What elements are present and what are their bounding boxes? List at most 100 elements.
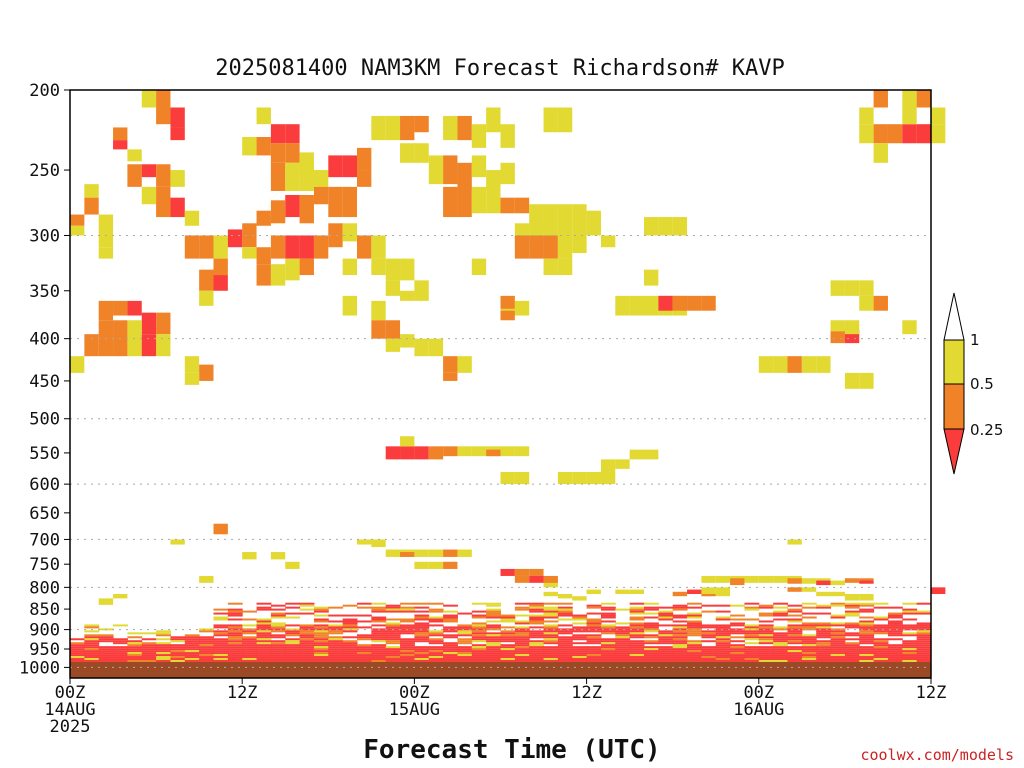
ri-cell [844,644,860,647]
ri-cell [285,658,301,660]
ri-cell [572,596,587,601]
ri-cell [371,539,386,548]
ri-cell [859,634,875,637]
ri-cell [227,624,243,627]
ri-cell [801,578,817,584]
ri-cell [830,602,846,605]
ri-cell [715,626,731,629]
ri-cell [758,640,774,643]
ri-cell [285,194,300,218]
ri-cell [629,622,645,625]
ri-cell [887,656,903,659]
ri-cell [873,656,889,659]
ri-cell [299,630,315,633]
ri-cell [543,107,558,133]
ri-cell [816,634,832,637]
ri-cell [902,626,918,629]
ri-cell [529,606,545,609]
ri-cell [84,197,99,215]
ri-cell [859,652,875,655]
ri-cell [414,602,430,605]
ri-cell [758,630,774,633]
ri-cell [701,632,717,635]
ri-cell [887,652,903,655]
ri-cell [371,610,387,613]
ri-cell [773,602,788,605]
ri-cell [457,650,473,653]
ri-cell [600,642,616,645]
ri-cell [199,364,214,381]
ri-cell [371,644,387,647]
ri-cell [299,612,315,615]
ri-cell [113,652,128,655]
ri-cell [113,594,128,599]
ri-cell [486,107,501,133]
plot-frame [69,89,932,679]
ri-cell [644,630,659,633]
ri-cell [701,650,717,653]
ri-cell [357,648,372,651]
ri-cell [400,334,415,348]
ri-cell [213,618,229,621]
ri-cell [471,658,487,660]
ri-cell [156,164,171,187]
ri-cell [443,626,458,629]
ri-cell [184,658,200,660]
ri-cell [184,646,200,649]
ri-cell [400,632,415,635]
ri-cell [328,606,344,609]
ri-cell [170,644,186,647]
ri-cell [428,155,444,185]
ri-cell [629,606,645,609]
ri-cell [299,602,315,605]
ri-cell [486,634,501,637]
ri-cell [730,628,745,631]
ri-cell [586,659,602,662]
ri-cell [830,644,846,647]
ri-cell [70,652,85,655]
ri-cell [486,628,501,631]
ri-cell [443,630,458,633]
ri-cell [758,648,774,651]
ri-cell [773,356,788,373]
ri-cell [873,295,888,311]
ri-cell [457,630,473,633]
ri-cell [414,618,430,621]
ri-cell [285,638,301,641]
ri-cell [285,654,301,657]
ri-cell [256,247,271,265]
ri-cell [816,658,832,660]
ri-cell [529,575,544,583]
legend-label: 1 [970,331,980,349]
ri-cell [270,658,286,660]
ri-cell [156,186,171,218]
ri-cell [385,634,401,637]
ri-cell [357,539,372,545]
ri-cell [629,624,645,627]
ri-cell [701,594,716,597]
ri-cell [256,650,272,653]
ri-cell [371,652,387,655]
ri-cell [844,650,860,653]
ri-cell [342,648,358,651]
ri-cell [199,638,214,641]
ri-cell [744,642,760,645]
ri-cell [371,320,386,339]
ri-cell [256,264,271,286]
ri-cell [859,107,874,125]
ri-cell [586,636,602,639]
ri-cell [572,658,588,660]
ri-cell [902,107,917,125]
ri-cell [184,652,200,655]
ri-cell [428,648,444,651]
x-tick-label: 12Z [571,683,602,703]
ri-cell [830,648,846,651]
ri-cell [385,115,401,141]
ri-cell [615,608,631,611]
ri-cell [285,650,301,653]
ri-cell [270,634,286,637]
ri-cell [529,616,545,619]
x-tick-label: 16AUG [733,700,784,720]
ri-cell [902,610,918,613]
ri-cell [299,235,314,259]
